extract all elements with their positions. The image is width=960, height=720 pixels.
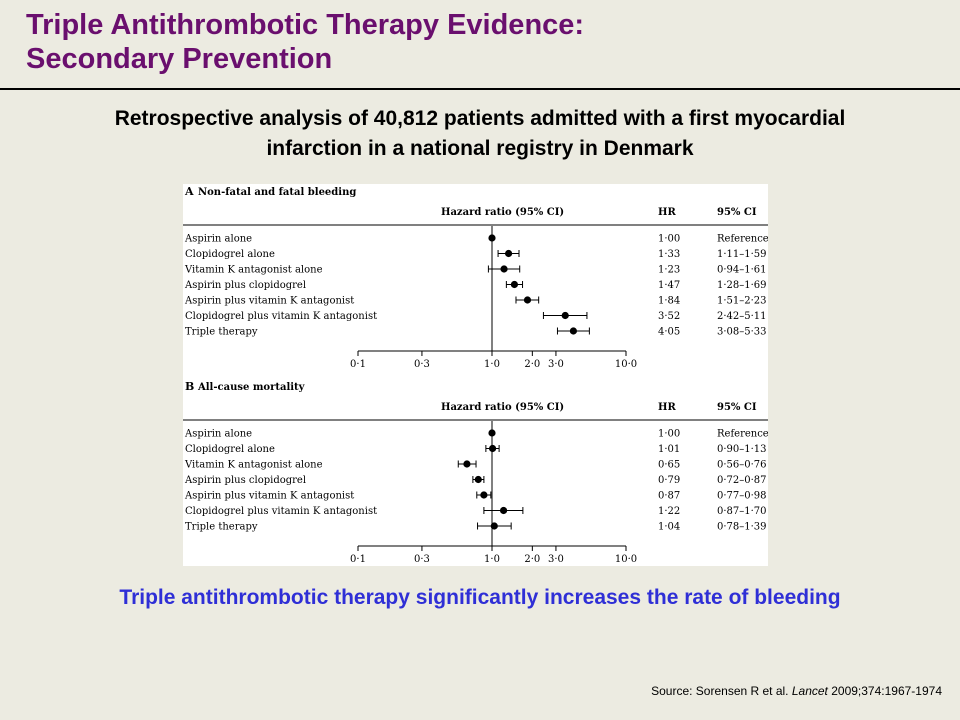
panel-b-row-label: Clopidogrel alone xyxy=(185,444,275,455)
panel-b-point xyxy=(490,522,498,530)
panel-b-x-tick-label: 3·0 xyxy=(548,554,564,565)
panel-a-point xyxy=(504,249,513,258)
panel-a-point xyxy=(510,280,519,289)
title-divider xyxy=(0,88,960,90)
panel-a-row-ci: 3·08–5·33 xyxy=(717,327,767,338)
panel-b-row-hr: 1·01 xyxy=(658,444,680,455)
source-journal: Lancet xyxy=(791,684,828,698)
forest-plot-svg: A Non-fatal and fatal bleeding Hazard rati… xyxy=(183,185,768,565)
panel-a-x-tick-label: 2·0 xyxy=(524,359,540,370)
panel-a-row-ci: 1·28–1·69 xyxy=(717,280,767,291)
panel-a-point xyxy=(488,234,496,242)
panel-a-row-label: Aspirin plus clopidogrel xyxy=(184,280,306,291)
panel-a-row-label: Aspirin plus vitamin K antagonist xyxy=(184,296,354,307)
panel-a-hr-header: HR xyxy=(658,207,676,218)
panel-a-x-tick-label: 0·1 xyxy=(350,359,366,370)
panel-b-row-label: Aspirin plus vitamin K antagonist xyxy=(184,491,354,502)
panel-b-row-hr: 1·00 xyxy=(658,429,680,440)
panel-a-row-hr: 1·84 xyxy=(658,296,680,307)
panel-a-letter: A xyxy=(184,185,194,198)
panel-a-ci-header: 95% CI xyxy=(717,207,757,218)
panel-a-row-hr: 1·33 xyxy=(658,249,680,260)
panel-b-row-hr: 0·87 xyxy=(658,491,680,502)
panel-b-row-label: Vitamin K antagonist alone xyxy=(184,460,323,471)
panel-b-x-tick-label: 2·0 xyxy=(524,554,540,565)
panel-b-point xyxy=(474,475,482,484)
panel-a-row-ci: 1·11–1·59 xyxy=(717,249,767,260)
panel-b-point xyxy=(480,491,488,499)
source-prefix: Source: Sorensen R et al. xyxy=(651,684,792,698)
panel-b-x-tick-label: 10·0 xyxy=(615,554,637,565)
panel-a-x-tick-label: 1·0 xyxy=(484,359,500,370)
subtitle-line-1: Retrospective analysis of 40,812 patient… xyxy=(114,107,846,130)
panel-a-row-ci: 1·51–2·23 xyxy=(717,296,767,307)
panel-b-letter: B xyxy=(185,380,194,393)
panel-a-row-label: Clopidogrel alone xyxy=(185,249,275,260)
slide-subtitle: Retrospective analysis of 40,812 patient… xyxy=(30,104,930,164)
panel-a-point xyxy=(523,296,532,304)
panel-b-row-ci: 0·90–1·13 xyxy=(717,444,767,455)
panel-b-row-hr: 0·65 xyxy=(658,460,680,471)
panel-b-row-ci: 0·56–0·76 xyxy=(717,460,767,471)
panel-a-row-label: Aspirin alone xyxy=(184,234,252,245)
panel-b-row-ci: 0·78–1·39 xyxy=(717,522,767,533)
source-suffix: 2009;374:1967-1974 xyxy=(827,684,942,698)
source-citation: Source: Sorensen R et al. Lancet 2009;37… xyxy=(651,684,942,698)
panel-b-row-ci: 0·72–0·87 xyxy=(717,475,767,486)
panel-a-row-hr: 1·23 xyxy=(658,265,680,276)
panel-b-row-label: Triple therapy xyxy=(185,522,258,533)
panel-b-row-label: Aspirin plus clopidogrel xyxy=(184,475,306,486)
panel-b-point xyxy=(488,429,496,437)
panel-b-col-header: Hazard ratio (95% CI) xyxy=(441,402,564,413)
panel-a-point xyxy=(561,311,569,320)
panel-a-row-hr: 3·52 xyxy=(658,311,680,322)
panel-a-point xyxy=(569,327,577,335)
panel-b-x-tick-label: 1·0 xyxy=(484,554,500,565)
panel-b-point xyxy=(488,444,497,453)
forest-plot-figure: A Non-fatal and fatal bleeding Hazard rati… xyxy=(183,184,768,566)
panel-a-x-tick-label: 10·0 xyxy=(615,359,637,370)
slide-title-line-1: Triple Antithrombotic Therapy Evidence: xyxy=(26,9,585,41)
panel-b-hr-header: HR xyxy=(658,402,676,413)
panel-a-row-hr: 1·47 xyxy=(658,280,680,291)
panel-b-row-ci: 0·77–0·98 xyxy=(717,491,767,502)
panel-a-point xyxy=(500,265,508,273)
panel-a-col-header: Hazard ratio (95% CI) xyxy=(441,207,564,218)
panel-b-point xyxy=(499,506,508,515)
panel-a-row-hr: 1·00 xyxy=(658,234,680,245)
panel-b-point xyxy=(463,460,471,468)
panel-a-row-label: Vitamin K antagonist alone xyxy=(184,265,323,276)
panel-b-row-hr: 0·79 xyxy=(658,475,680,486)
panel-b-row-hr: 1·04 xyxy=(658,522,680,533)
panel-b-row-ci: 0·87–1·70 xyxy=(717,506,767,517)
conclusion-text: Triple antithrombotic therapy significan… xyxy=(119,586,841,609)
panel-b-x-tick-label: 0·1 xyxy=(350,554,366,565)
panel-a-row-ci: Reference xyxy=(717,234,768,245)
panel-a-x-tick-label: 3·0 xyxy=(548,359,564,370)
panel-b-ci-header: 95% CI xyxy=(717,402,757,413)
slide-title-line-2: Secondary Prevention xyxy=(26,43,333,75)
panel-a-row-ci: 0·94–1·61 xyxy=(717,265,767,276)
panel-b-title: All-cause mortality xyxy=(197,382,306,393)
panel-b-x-tick-label: 0·3 xyxy=(414,554,430,565)
subtitle-line-2: infarction in a national registry in Den… xyxy=(266,137,694,160)
panel-b-row-label: Aspirin alone xyxy=(184,429,252,440)
panel-a-row-hr: 4·05 xyxy=(658,327,680,338)
panel-b-row-label: Clopidogrel plus vitamin K antagonist xyxy=(185,506,377,517)
panel-a-x-tick-label: 0·3 xyxy=(414,359,430,370)
panel-a-row-label: Clopidogrel plus vitamin K antagonist xyxy=(185,311,377,322)
panel-a-row-ci: 2·42–5·11 xyxy=(717,311,767,322)
panel-b-row-hr: 1·22 xyxy=(658,506,680,517)
panel-b-row-ci: Reference xyxy=(717,429,768,440)
panel-a-row-label: Triple therapy xyxy=(185,327,258,338)
panel-a-title: Non-fatal and fatal bleeding xyxy=(198,187,356,198)
slide-title: Triple Antithrombotic Therapy Evidence: … xyxy=(26,8,584,76)
